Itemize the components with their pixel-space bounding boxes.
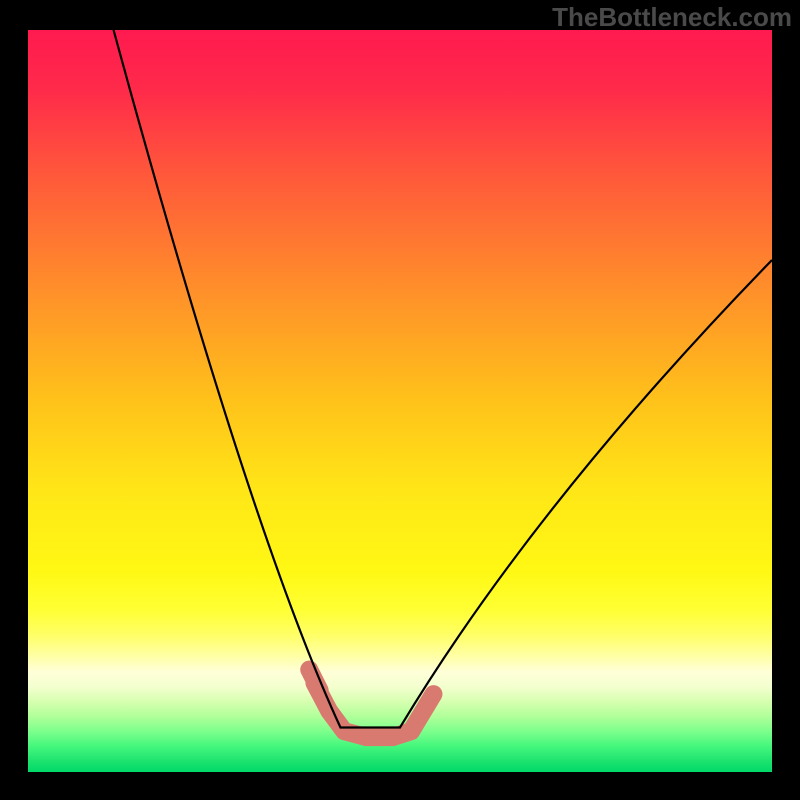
plot-area [28,30,772,772]
chart-container: TheBottleneck.com [0,0,800,800]
v-curve-path [114,30,772,727]
bottleneck-curve [28,30,772,772]
valley-marker-dash [309,670,319,691]
watermark-text: TheBottleneck.com [552,2,792,33]
